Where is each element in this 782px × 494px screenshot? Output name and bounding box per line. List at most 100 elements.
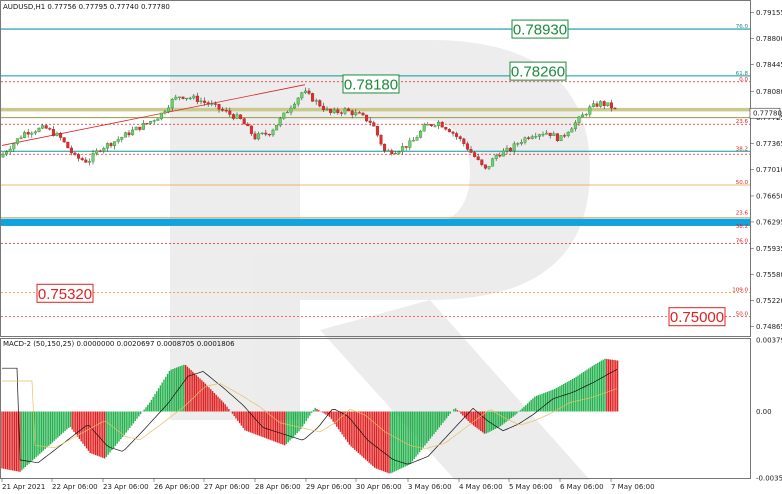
support-band bbox=[1, 218, 750, 226]
candle bbox=[577, 115, 581, 126]
candle bbox=[505, 145, 509, 155]
candle-body bbox=[181, 96, 185, 99]
candle-body bbox=[213, 103, 217, 105]
candle-body bbox=[149, 121, 153, 124]
candle bbox=[541, 131, 545, 137]
candle bbox=[59, 131, 63, 141]
candle bbox=[390, 148, 394, 156]
candle-body bbox=[44, 125, 48, 129]
candle-body bbox=[347, 108, 351, 112]
candle bbox=[109, 142, 113, 149]
candle bbox=[440, 120, 444, 128]
candle-body bbox=[170, 99, 174, 109]
candle bbox=[102, 146, 106, 154]
level-box-label: 0.78180 bbox=[344, 76, 398, 93]
time-tick-label: 5 May 06:00 bbox=[509, 483, 553, 491]
level-box: 0.78260 bbox=[509, 61, 567, 81]
candle-body bbox=[303, 90, 307, 93]
candle-body bbox=[228, 110, 232, 115]
candle-body bbox=[152, 120, 156, 122]
candle-body bbox=[433, 125, 437, 127]
candle-body bbox=[282, 112, 286, 119]
candle-body bbox=[609, 102, 613, 109]
time-tick-label: 4 May 06:00 bbox=[459, 483, 503, 491]
macd-tick-label: 0.003792 bbox=[756, 337, 782, 345]
candle-body bbox=[465, 143, 469, 150]
candle bbox=[426, 121, 430, 126]
fibo-label: 38.2 bbox=[736, 146, 748, 152]
candle bbox=[350, 109, 354, 119]
candle-body bbox=[257, 133, 261, 140]
level-box-frame bbox=[36, 283, 94, 303]
level-box-label: 0.78930 bbox=[513, 22, 567, 39]
candle bbox=[559, 135, 563, 142]
candle-body bbox=[55, 133, 59, 136]
time-tick-label: 21 Apr 2021 bbox=[2, 483, 45, 491]
candle-body bbox=[483, 164, 487, 169]
candle-body bbox=[519, 141, 523, 144]
candle-body bbox=[120, 137, 124, 140]
candle bbox=[80, 156, 84, 161]
candle bbox=[530, 134, 534, 140]
candle bbox=[300, 91, 304, 101]
candle-body bbox=[325, 108, 329, 111]
candle-body bbox=[440, 122, 444, 128]
candle bbox=[343, 106, 347, 116]
candle-body bbox=[116, 139, 120, 142]
candle bbox=[199, 97, 203, 105]
current-price-label: 0.77780 bbox=[753, 110, 782, 118]
candle-body bbox=[271, 129, 275, 136]
candle bbox=[314, 98, 318, 105]
candle-body bbox=[177, 96, 181, 98]
candle bbox=[609, 99, 613, 112]
candle bbox=[473, 150, 477, 158]
candle-body bbox=[264, 132, 268, 135]
candle-body bbox=[267, 133, 271, 136]
candle bbox=[595, 101, 599, 108]
level-box-frame bbox=[509, 61, 567, 81]
axis-layer: 0.791550.788000.784450.780800.777250.773… bbox=[1, 9, 782, 491]
price-tick-label: 0.74865 bbox=[756, 323, 782, 331]
candle-body bbox=[591, 103, 595, 108]
candle bbox=[613, 107, 617, 110]
candle bbox=[33, 130, 37, 136]
candle-body bbox=[278, 118, 282, 126]
candle bbox=[271, 128, 275, 137]
candle-body bbox=[563, 135, 567, 137]
candle bbox=[105, 142, 109, 152]
candle bbox=[282, 112, 286, 120]
level-box: 0.78180 bbox=[342, 74, 400, 94]
fibo-label: 76.0 bbox=[736, 24, 749, 30]
candle-body bbox=[8, 148, 12, 153]
fibo-label: 23.6 bbox=[736, 119, 749, 125]
fibo-label: 0.0 bbox=[739, 77, 748, 83]
candle bbox=[429, 123, 433, 127]
candle-body bbox=[606, 102, 610, 106]
candle bbox=[581, 112, 585, 118]
candle bbox=[303, 87, 307, 95]
candle-body bbox=[87, 161, 91, 163]
candle-body bbox=[221, 109, 225, 111]
macd-pane-frame bbox=[0, 338, 751, 479]
candle-body bbox=[131, 129, 135, 136]
candle bbox=[437, 120, 441, 130]
candle bbox=[383, 143, 387, 153]
candle-body bbox=[206, 102, 210, 105]
candle bbox=[397, 150, 401, 155]
candle bbox=[149, 121, 153, 125]
candle bbox=[498, 152, 502, 158]
candle-body bbox=[573, 122, 577, 130]
candle-body bbox=[138, 126, 142, 130]
candle bbox=[444, 126, 448, 131]
candle bbox=[203, 97, 207, 106]
time-tick-label: 29 Apr 06:00 bbox=[306, 483, 352, 491]
candle-body bbox=[203, 100, 207, 103]
candle bbox=[339, 111, 343, 117]
candle bbox=[113, 141, 117, 150]
candle bbox=[73, 151, 77, 157]
candle-body bbox=[167, 107, 171, 112]
candle bbox=[545, 129, 549, 135]
candle-body bbox=[95, 150, 99, 154]
level-box: 0.75320 bbox=[36, 283, 94, 303]
